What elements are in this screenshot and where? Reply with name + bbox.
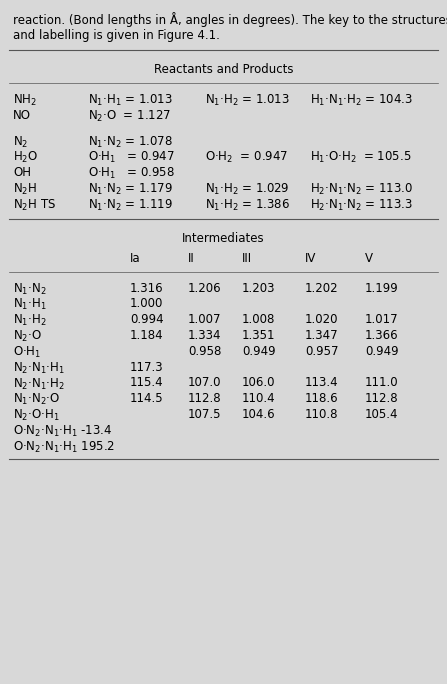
Text: N$_2$·N$_1$·H$_1$: N$_2$·N$_1$·H$_1$ xyxy=(13,360,65,376)
Text: 1.347: 1.347 xyxy=(305,329,339,342)
Text: N$_1$·N$_2$·O: N$_1$·N$_2$·O xyxy=(13,392,60,407)
Text: 113.4: 113.4 xyxy=(305,376,339,389)
Text: N$_1$·H$_1$: N$_1$·H$_1$ xyxy=(13,298,46,313)
Text: N$_2$·O·H$_1$: N$_2$·O·H$_1$ xyxy=(13,408,59,423)
Text: 114.5: 114.5 xyxy=(130,392,164,405)
Text: H$_1$·N$_1$·H$_2$ = 104.3: H$_1$·N$_1$·H$_2$ = 104.3 xyxy=(310,93,413,108)
Text: N$_2$·N$_1$·H$_2$: N$_2$·N$_1$·H$_2$ xyxy=(13,376,65,391)
Text: 0.949: 0.949 xyxy=(365,345,399,358)
Text: 1.351: 1.351 xyxy=(242,329,275,342)
Text: 1.316: 1.316 xyxy=(130,282,164,295)
Text: 1.008: 1.008 xyxy=(242,313,275,326)
Text: H$_2$·N$_1$·N$_2$ = 113.0: H$_2$·N$_1$·N$_2$ = 113.0 xyxy=(310,182,413,197)
Text: 105.4: 105.4 xyxy=(365,408,398,421)
Text: 1.007: 1.007 xyxy=(188,313,222,326)
Text: 112.8: 112.8 xyxy=(188,392,222,405)
Text: N$_1$·N$_2$ = 1.119: N$_1$·N$_2$ = 1.119 xyxy=(88,198,173,213)
Text: 1.334: 1.334 xyxy=(188,329,222,342)
Text: O·H$_1$: O·H$_1$ xyxy=(13,345,42,360)
Text: 1.020: 1.020 xyxy=(305,313,338,326)
Text: 0.958: 0.958 xyxy=(188,345,221,358)
Text: H$_1$·O·H$_2$  = 105.5: H$_1$·O·H$_2$ = 105.5 xyxy=(310,150,411,166)
Text: N$_1$·H$_1$ = 1.013: N$_1$·H$_1$ = 1.013 xyxy=(88,93,173,108)
Text: H$_2$O: H$_2$O xyxy=(13,150,38,166)
Text: 1.203: 1.203 xyxy=(242,282,275,295)
Text: NH$_2$: NH$_2$ xyxy=(13,93,37,108)
Text: O·H$_1$   = 0.958: O·H$_1$ = 0.958 xyxy=(88,166,175,181)
Text: 0.957: 0.957 xyxy=(305,345,338,358)
Text: 107.0: 107.0 xyxy=(188,376,222,389)
Text: N$_1$·H$_2$ = 1.386: N$_1$·H$_2$ = 1.386 xyxy=(205,198,290,213)
Text: O·H$_1$   = 0.947: O·H$_1$ = 0.947 xyxy=(88,150,175,166)
Text: 117.3: 117.3 xyxy=(130,360,164,373)
Text: 118.6: 118.6 xyxy=(305,392,339,405)
Text: and labelling is given in Figure 4.1.: and labelling is given in Figure 4.1. xyxy=(13,29,220,42)
Text: 0.994: 0.994 xyxy=(130,313,164,326)
Text: N$_2$H TS: N$_2$H TS xyxy=(13,198,56,213)
Text: N$_1$·H$_2$ = 1.029: N$_1$·H$_2$ = 1.029 xyxy=(205,182,290,197)
Text: H$_2$·N$_1$·N$_2$ = 113.3: H$_2$·N$_1$·N$_2$ = 113.3 xyxy=(310,198,413,213)
Text: Reactants and Products: Reactants and Products xyxy=(154,63,293,76)
Text: N$_1$·H$_2$ = 1.013: N$_1$·H$_2$ = 1.013 xyxy=(205,93,290,108)
Text: 1.199: 1.199 xyxy=(365,282,399,295)
Text: V: V xyxy=(365,252,373,265)
Text: N$_2$H: N$_2$H xyxy=(13,182,37,197)
Text: 1.202: 1.202 xyxy=(305,282,339,295)
Text: N$_2$·O: N$_2$·O xyxy=(13,329,42,344)
Text: 110.4: 110.4 xyxy=(242,392,276,405)
Text: 1.000: 1.000 xyxy=(130,298,163,311)
Text: 106.0: 106.0 xyxy=(242,376,275,389)
Text: N$_2$·O  = 1.127: N$_2$·O = 1.127 xyxy=(88,109,171,124)
Text: 112.8: 112.8 xyxy=(365,392,399,405)
Text: III: III xyxy=(242,252,252,265)
Text: O·N$_2$·N$_1$·H$_1$ -13.4: O·N$_2$·N$_1$·H$_1$ -13.4 xyxy=(13,424,113,439)
Text: reaction. (Bond lengths in Å, angles in degrees). The key to the structures: reaction. (Bond lengths in Å, angles in … xyxy=(13,12,447,27)
Text: 107.5: 107.5 xyxy=(188,408,222,421)
Text: 1.206: 1.206 xyxy=(188,282,222,295)
Text: 111.0: 111.0 xyxy=(365,376,399,389)
Text: Intermediates: Intermediates xyxy=(182,232,265,245)
Text: 104.6: 104.6 xyxy=(242,408,276,421)
Text: N$_1$·N$_2$ = 1.179: N$_1$·N$_2$ = 1.179 xyxy=(88,182,173,197)
Text: O·N$_2$·N$_1$·H$_1$ 195.2: O·N$_2$·N$_1$·H$_1$ 195.2 xyxy=(13,440,114,455)
Text: NO: NO xyxy=(13,109,31,122)
Text: II: II xyxy=(188,252,195,265)
Text: N$_2$: N$_2$ xyxy=(13,135,28,150)
Text: 0.949: 0.949 xyxy=(242,345,276,358)
Text: IV: IV xyxy=(305,252,316,265)
Text: O·H$_2$  = 0.947: O·H$_2$ = 0.947 xyxy=(205,150,288,166)
Text: 115.4: 115.4 xyxy=(130,376,164,389)
Text: OH: OH xyxy=(13,166,31,179)
Text: Ia: Ia xyxy=(130,252,141,265)
Text: 1.017: 1.017 xyxy=(365,313,399,326)
Text: 1.366: 1.366 xyxy=(365,329,399,342)
Text: N$_1$·N$_2$ = 1.078: N$_1$·N$_2$ = 1.078 xyxy=(88,135,173,150)
Text: N$_1$·N$_2$: N$_1$·N$_2$ xyxy=(13,282,46,297)
Text: 110.8: 110.8 xyxy=(305,408,338,421)
Text: 1.184: 1.184 xyxy=(130,329,164,342)
Text: N$_1$·H$_2$: N$_1$·H$_2$ xyxy=(13,313,46,328)
